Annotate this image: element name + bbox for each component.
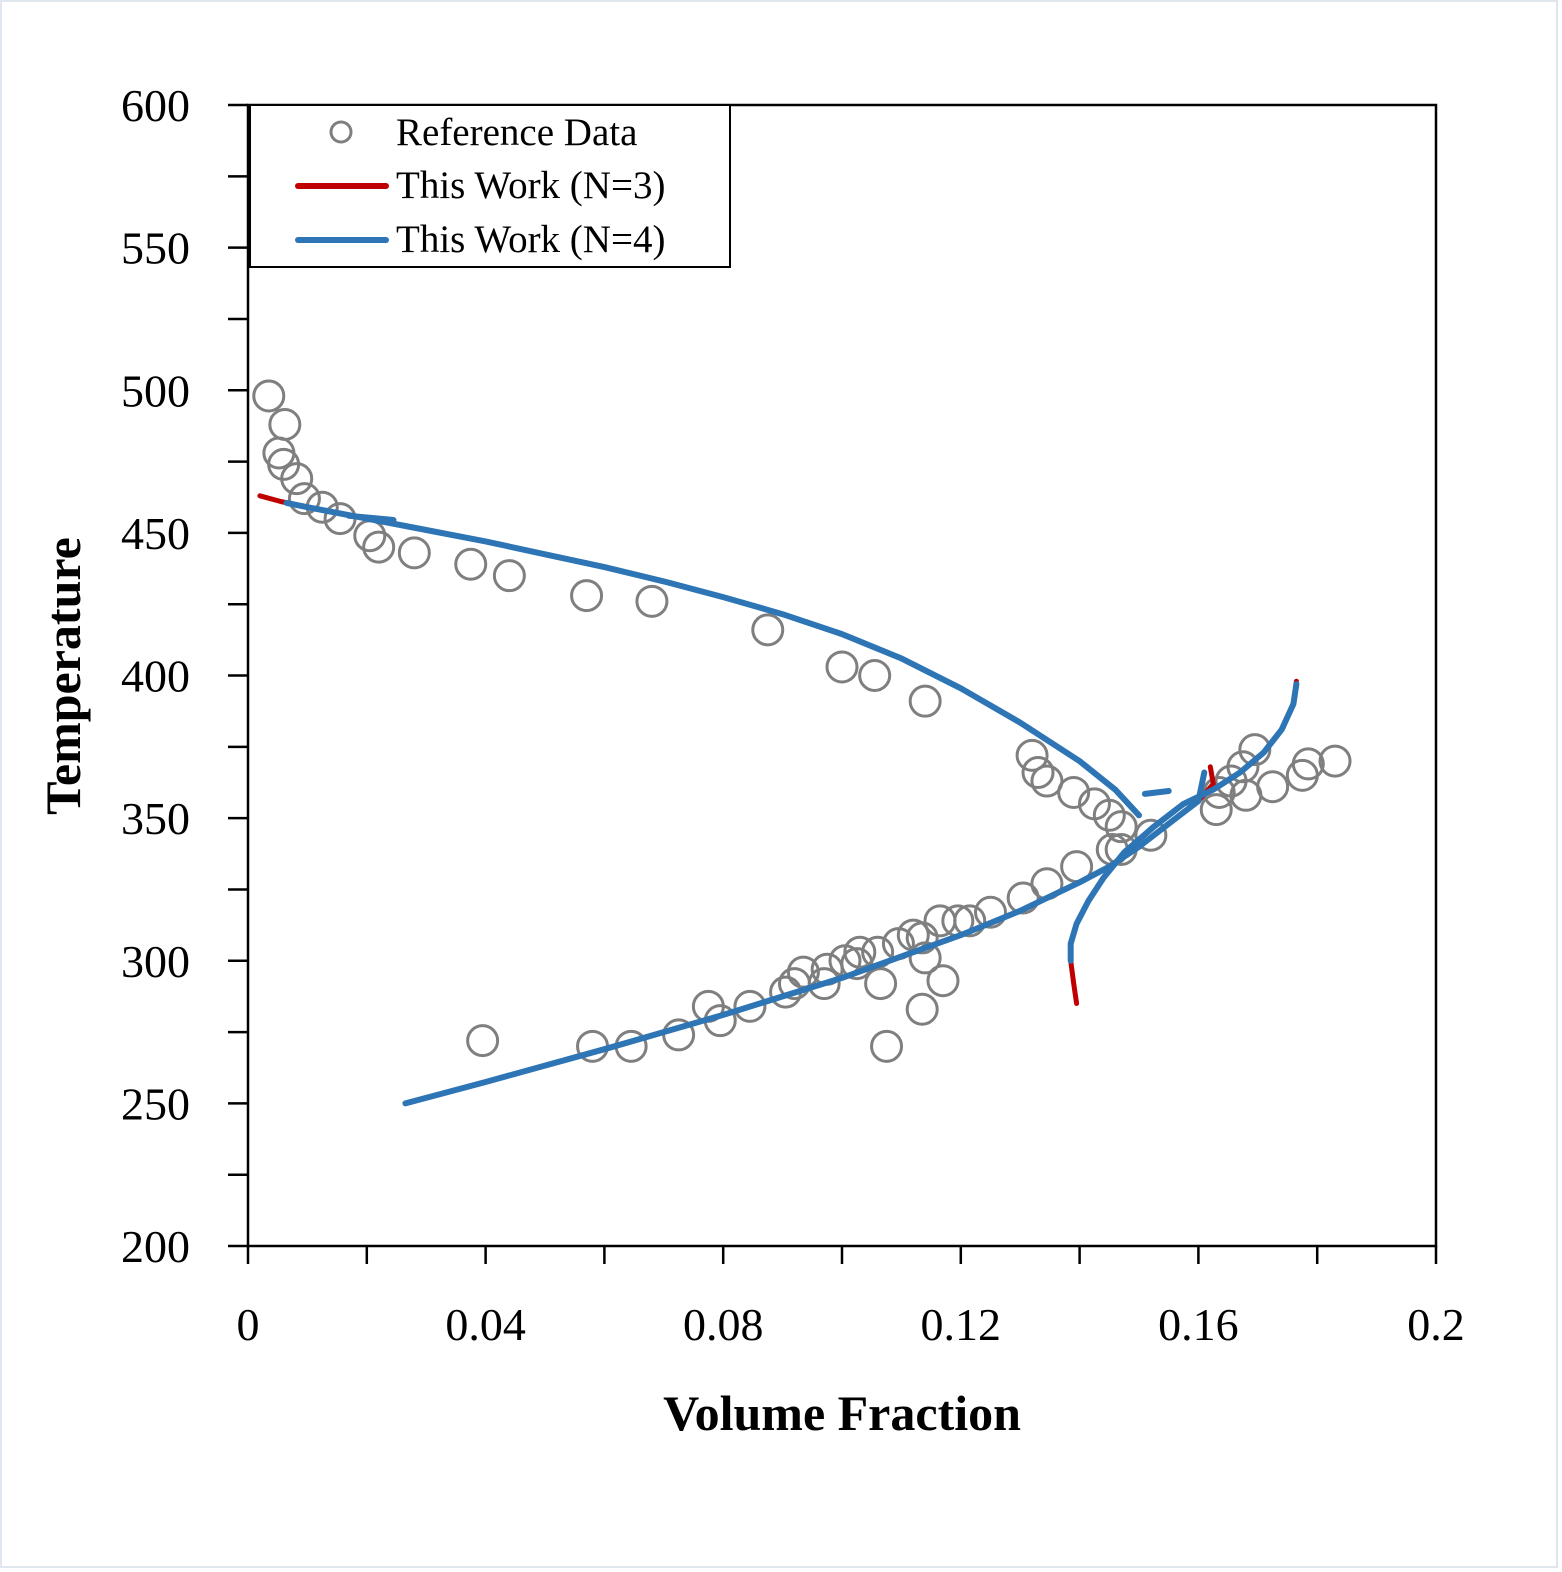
data-point	[287, 482, 321, 516]
y-tick-label: 600	[121, 80, 190, 131]
x-tick-label: 0.2	[1407, 1299, 1465, 1350]
series-layer	[252, 379, 1352, 1107]
series-line-segment	[283, 499, 1142, 819]
y-tick-label: 400	[121, 651, 190, 702]
data-point	[635, 584, 669, 618]
y-tick-label: 300	[121, 936, 190, 987]
data-point	[825, 650, 859, 684]
legend: Reference Data This Work (N=3) This Work…	[249, 104, 731, 268]
data-point	[1199, 793, 1233, 827]
x-tick-label: 0.08	[683, 1299, 764, 1350]
data-point	[397, 536, 431, 570]
data-point	[1006, 881, 1040, 915]
data-point	[1092, 798, 1126, 832]
data-point	[268, 407, 302, 441]
legend-label-n3: This Work (N=3)	[396, 164, 665, 207]
data-point	[777, 967, 811, 1001]
data-point	[1104, 810, 1138, 844]
data-point	[1021, 755, 1055, 789]
y-axis-tick-labels: 200 250 300 350 400 450 500 550 600	[121, 80, 190, 1272]
y-axis-ticks	[228, 103, 248, 1248]
series-line-segment	[402, 769, 1208, 1107]
x-tick-label: 0	[237, 1299, 260, 1350]
series-1	[252, 379, 1352, 1063]
y-tick-label: 350	[121, 793, 190, 844]
series-line-segment	[346, 512, 397, 523]
y-tick-label: 250	[121, 1078, 190, 1129]
data-point	[926, 964, 960, 998]
data-point	[908, 941, 942, 975]
legend-label-reference-data: Reference Data	[396, 111, 637, 154]
data-point	[751, 613, 785, 647]
data-point	[905, 992, 939, 1026]
x-tick-label: 0.12	[921, 1299, 1002, 1350]
data-point	[1256, 770, 1290, 804]
y-tick-label: 550	[121, 223, 190, 274]
data-point	[1318, 744, 1352, 778]
plot-area-border	[246, 103, 1438, 1248]
data-point	[923, 904, 957, 938]
x-axis-tick-labels: 0 0.04 0.08 0.12 0.16 0.2	[237, 1299, 1465, 1350]
series-line-segment	[1141, 788, 1172, 797]
data-point	[1134, 818, 1168, 852]
data-point	[362, 530, 396, 564]
data-point	[974, 895, 1007, 929]
x-tick-label: 0.04	[445, 1299, 526, 1350]
y-tick-label: 500	[121, 365, 190, 416]
legend-marker-reference-data	[329, 120, 353, 144]
series-2	[257, 493, 1299, 1106]
x-axis-ticks	[246, 1246, 1438, 1264]
data-point	[733, 989, 767, 1023]
x-axis-title: Volume Fraction	[663, 1385, 1021, 1441]
data-point	[1238, 733, 1272, 767]
data-point	[492, 559, 526, 593]
data-point	[1291, 747, 1325, 781]
data-point	[454, 547, 488, 581]
y-axis-title: Temperature	[35, 537, 91, 815]
data-point	[858, 659, 892, 692]
data-point	[1015, 738, 1049, 772]
series-line-segment	[1068, 678, 1299, 1006]
legend-label-n4: This Work (N=4)	[396, 218, 665, 261]
data-point	[252, 379, 286, 413]
y-tick-label: 450	[121, 508, 190, 559]
data-point	[864, 967, 898, 1001]
series-3	[283, 499, 1300, 1107]
series-line-segment	[1067, 681, 1300, 964]
data-point	[570, 579, 604, 613]
data-point	[908, 684, 942, 718]
data-point	[1057, 775, 1091, 809]
data-point	[870, 1029, 904, 1063]
x-tick-label: 0.16	[1158, 1299, 1239, 1350]
data-point	[280, 462, 314, 496]
data-point	[466, 1024, 500, 1058]
y-tick-label: 200	[121, 1221, 190, 1272]
